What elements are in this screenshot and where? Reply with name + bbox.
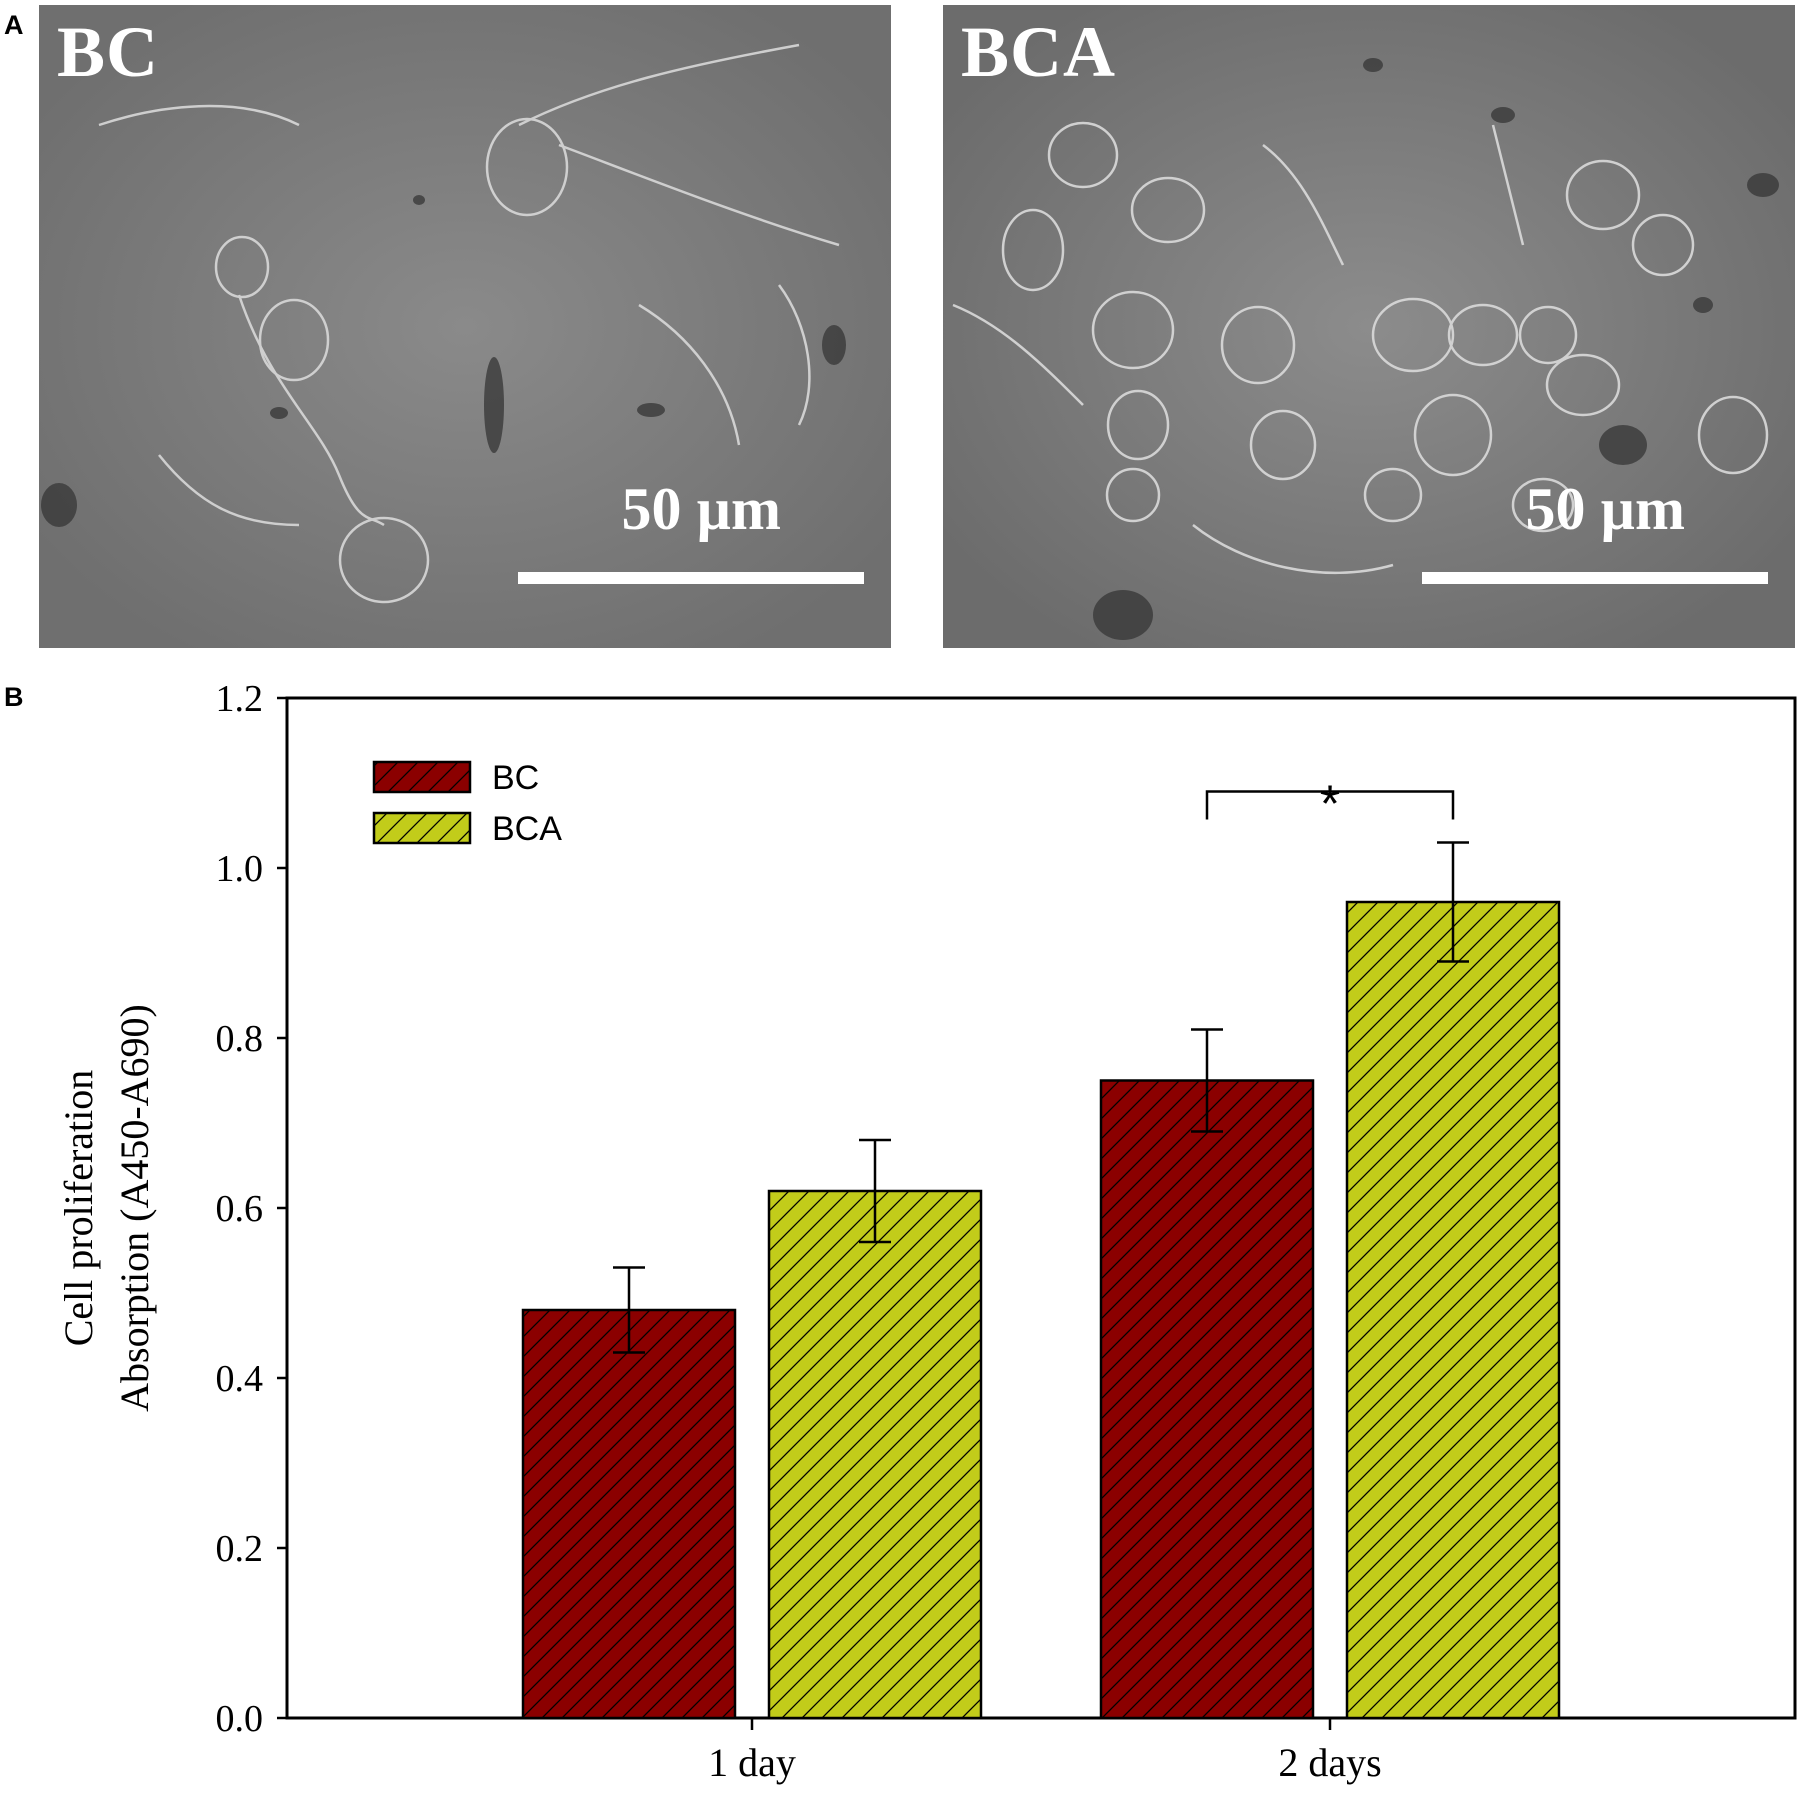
legend-swatch (372, 760, 472, 794)
panel-a-letter: A (4, 10, 24, 40)
sem-label-bc: BC (57, 12, 160, 92)
sem-texture-bca (943, 5, 1795, 648)
sem-label-bca: BCA (961, 12, 1117, 92)
bar (1345, 900, 1561, 1720)
legend-label: BCA (492, 810, 562, 848)
legend-swatch (372, 811, 472, 845)
significance-marker: * (1320, 776, 1340, 834)
legend-label: BC (492, 759, 539, 797)
bar (1099, 1079, 1315, 1720)
panel-b-letter: B (4, 682, 24, 712)
bar (767, 1189, 983, 1720)
x-tick-label: 1 day (708, 1740, 796, 1785)
y-tick-label: 0.6 (216, 1188, 264, 1230)
sem-image-bc: BC 50 µm (39, 5, 891, 648)
sem-texture-bc (39, 5, 891, 648)
y-tick-label: 1.0 (216, 848, 264, 890)
y-tick-label: 0.0 (216, 1698, 264, 1740)
y-tick-label: 0.2 (216, 1528, 264, 1570)
y-tick-label: 0.4 (216, 1358, 264, 1400)
scale-text-bca: 50 µm (1525, 476, 1685, 542)
y-tick-label: 0.8 (216, 1018, 264, 1060)
significance-bracket (1205, 790, 1455, 820)
bar-chart: 0.0 0.2 0.4 0.6 0.8 1.0 1.2 Cell proliferation A… (56, 680, 1797, 1785)
y-tick-label: 1.2 (216, 680, 264, 720)
y-axis-label: Absorption (A450-A690) (112, 1004, 157, 1412)
plot-frame (285, 696, 1797, 1720)
scale-bar-bca (1422, 572, 1768, 584)
scale-bar-bc (518, 572, 864, 584)
y-axis-label: Cell proliferation (56, 1070, 101, 1347)
sem-image-bca: BCA 50 µm (943, 5, 1795, 648)
x-tick-label: 2 days (1278, 1740, 1381, 1785)
bar (521, 1308, 737, 1720)
scale-text-bc: 50 µm (621, 476, 781, 542)
